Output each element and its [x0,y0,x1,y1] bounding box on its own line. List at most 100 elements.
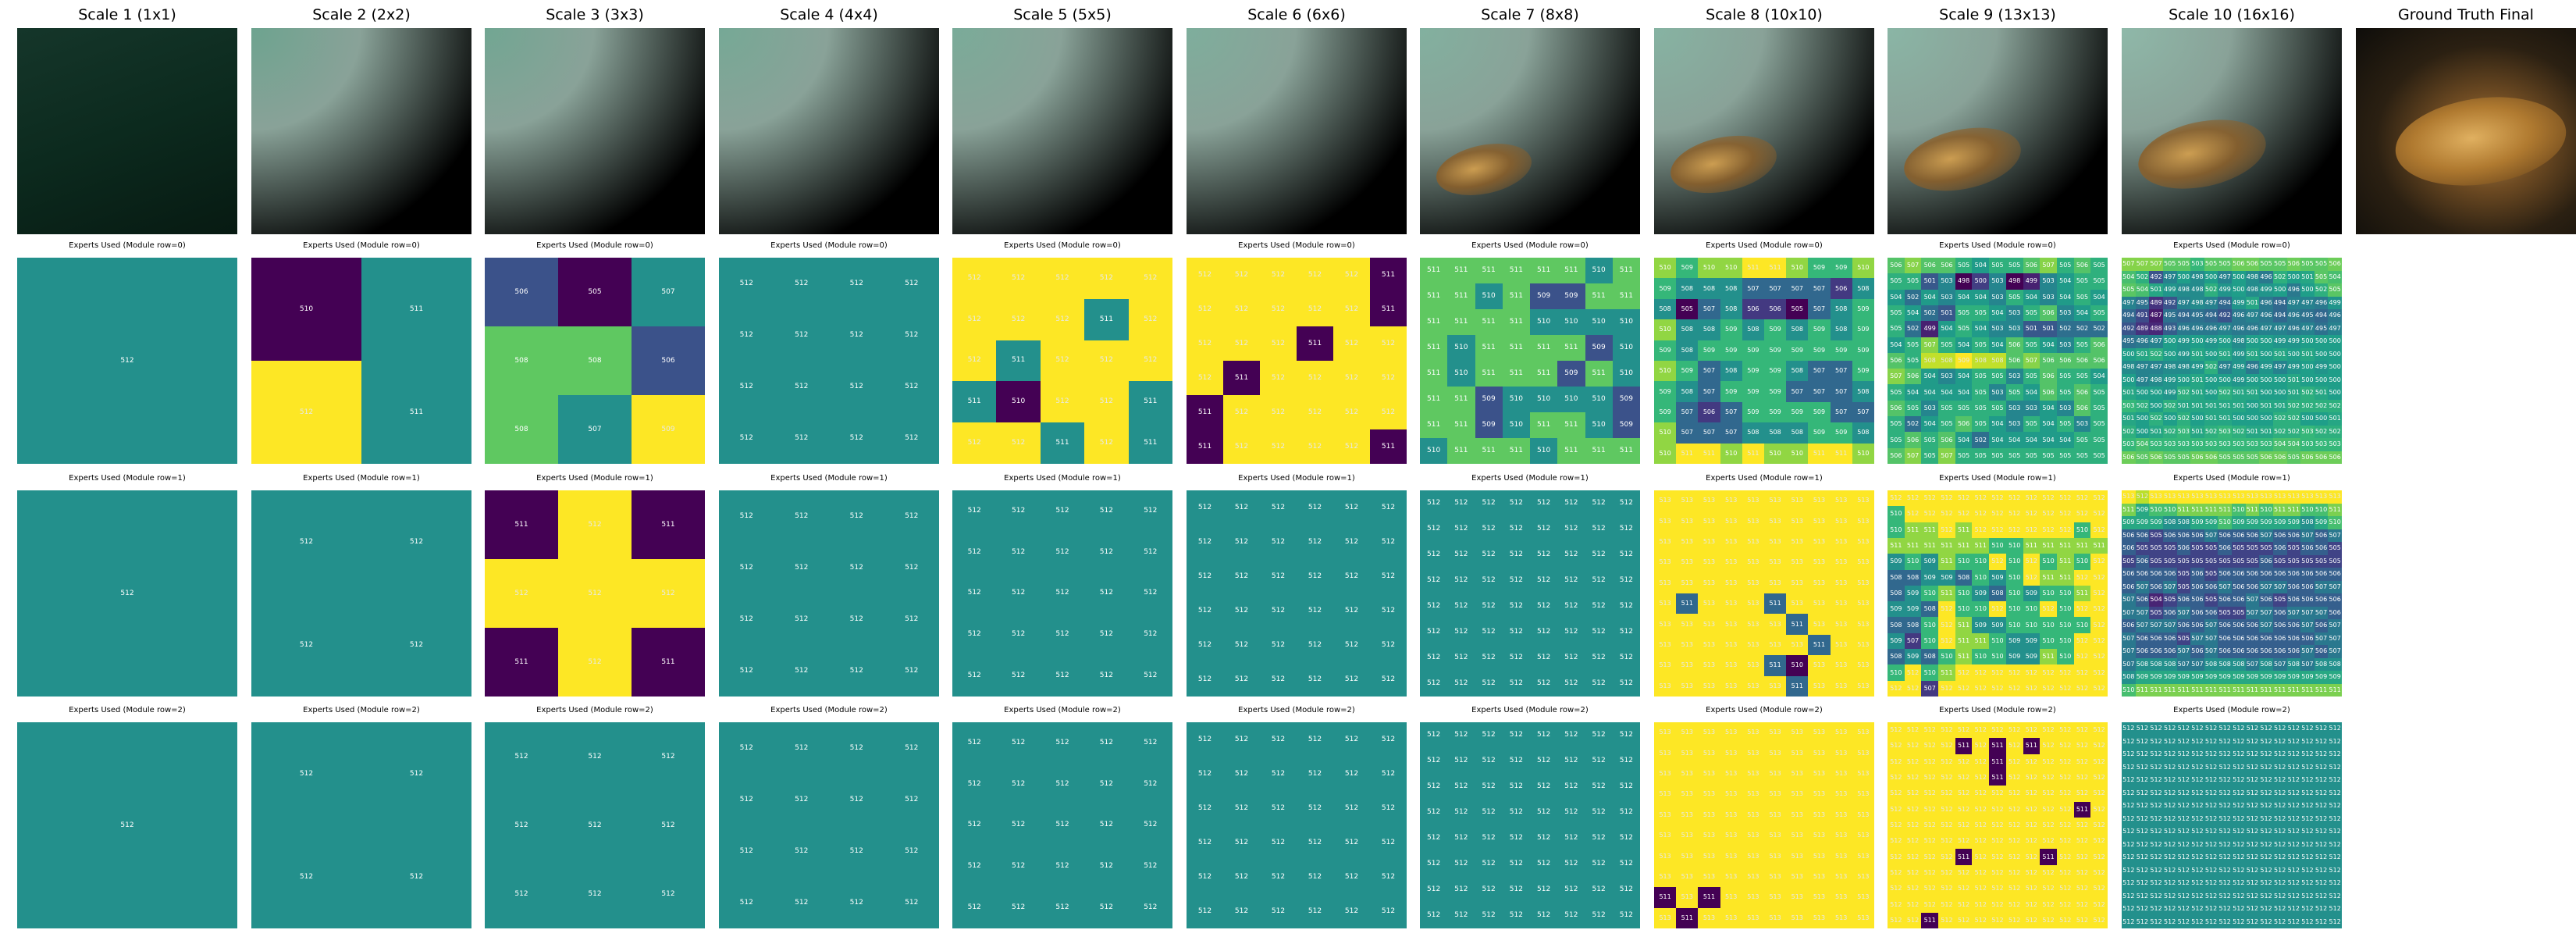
heatmap-cell: 512 [774,877,829,928]
heatmap-cell: 505 [2073,432,2091,448]
heatmap-cell: 509 [2232,516,2246,529]
heatmap-cell: 512 [1904,738,1922,754]
heatmap-cell: 505 [2090,432,2108,448]
heatmap-cell: 511 [1447,412,1475,438]
heatmap-cell: 512 [2176,825,2191,839]
heatmap-cell: 513 [1830,825,1852,846]
heatmap-cell: 512 [1223,292,1260,326]
heatmap-cell: 503 [1938,273,1955,290]
heatmap-cell: 500 [2162,412,2177,426]
heatmap-cell: 512 [1612,903,1640,928]
heatmap-cell: 502 [2162,425,2177,438]
heatmap-cell: 505 [2135,542,2150,555]
heatmap-cell: 512 [1420,748,1448,774]
heatmap-cell: 512 [1989,601,2006,618]
heatmap-cell: 512 [774,361,829,412]
heatmap-cell: 507 [2245,657,2260,671]
heatmap-cell: 512 [2073,864,2091,882]
heatmap-cell: 512 [829,309,884,361]
heatmap-cell: 513 [1830,784,1852,805]
heatmap-cell: 513 [1764,825,1787,846]
heatmap-cell: 504 [1904,384,1922,401]
heatmap-cell: 510 [2073,554,2091,570]
heatmap-cell: 501 [2122,412,2136,426]
panel-title: Experts Used (Module row=1) [1706,474,1823,483]
heatmap-cell: 512 [1447,722,1475,748]
heatmap-cell: 507 [1698,298,1720,320]
heatmap-cell: 512 [2259,877,2273,890]
heatmap-cell: 509 [1676,258,1699,279]
heatmap-cell: 505 [2286,451,2301,464]
heatmap-cell: 507 [2204,645,2218,658]
heatmap-cell: 503 [2328,438,2342,451]
heatmap-cell: 509 [1742,381,1764,402]
heatmap-cell: 504 [1888,289,1905,305]
heatmap-cell: 506 [2232,593,2246,607]
heatmap-cell: 508 [1955,569,1973,586]
heatmap-cell: 500 [2314,373,2329,387]
heatmap-cell: 498 [2245,283,2260,297]
heatmap-cell: 512 [2300,825,2314,839]
heatmap-cell: 504 [2090,289,2108,305]
heatmap-cell: 512 [2023,506,2041,522]
heatmap-cell: 512 [2135,903,2150,916]
heatmap-cell: 512 [1040,531,1085,573]
heatmap-cell: 492 [2122,322,2136,335]
heatmap-cell: 502 [2218,387,2232,400]
heatmap-cell: 505 [2176,568,2191,581]
heatmap-cell: 507 [2259,580,2273,593]
heatmap-cell: 504 [2040,400,2057,417]
heatmap-cell: 512 [1260,593,1297,628]
heatmap-cell: 505 [2073,337,2091,353]
heatmap-cell: 508 [1742,319,1764,340]
heatmap-cell: 512 [1955,912,1973,928]
heatmap-cell: 512 [1370,757,1407,791]
heatmap-cell: 513 [1676,743,1699,764]
heatmap-cell: 512 [2122,722,2136,736]
panel-title: Experts Used (Module row=2) [303,706,420,714]
heatmap-cell: 504 [2149,593,2163,607]
heatmap-cell: 513 [2232,490,2246,504]
heatmap-cell: 512 [1475,877,1503,903]
column-title: Scale 2 (2x2) [312,6,411,23]
heatmap-cell: 513 [1852,593,1874,615]
heatmap-cell: 504 [1955,384,1973,401]
heatmap-cell: 512 [558,791,632,860]
heatmap-cell: 512 [2122,812,2136,825]
heatmap-cell: 499 [2286,361,2301,374]
heatmap-cell: 512 [2122,915,2136,928]
heatmap-cell: 505 [1888,432,1905,448]
heatmap-cell: 508 [2162,516,2177,529]
heatmap-cell: 505 [2204,542,2218,555]
heatmap-cell: 512 [1420,851,1448,877]
heatmap-cell: 500 [2204,270,2218,283]
heatmap-cell: 510 [1447,361,1475,387]
heatmap-cell: 512 [251,490,361,593]
heatmap-cell: 500 [2286,270,2301,283]
heatmap-cell: 506 [2190,593,2204,607]
heatmap-cell: 505 [1676,298,1699,320]
heatmap-cell: 508 [2176,516,2191,529]
heatmap-cell: 512 [2286,748,2301,761]
heatmap-cell: 503 [1921,400,1939,417]
heatmap-cell: 501 [2328,412,2342,426]
heatmap-cell: 495 [2300,309,2314,322]
heatmap-cell: 510 [1612,361,1640,387]
heatmap-cell: 512 [1475,903,1503,928]
heatmap-cell: 512 [1040,887,1085,928]
heatmap-cell: 512 [1223,757,1260,791]
panel-title: Experts Used (Module row=2) [1471,706,1589,714]
heatmap-cell: 512 [2286,800,2301,813]
heatmap-cell: 512 [2090,738,2108,754]
heatmap-cell: 512 [2190,774,2204,787]
heatmap-cell: 505 [2300,258,2314,271]
heatmap-cell: 511 [2040,649,2057,665]
heatmap-cell: 512 [2176,786,2191,800]
heatmap-cell: 492 [2149,270,2163,283]
heatmap-cell: 512 [1557,748,1585,774]
heatmap-cell: 500 [2328,335,2342,348]
heatmap-cell: 498 [2190,270,2204,283]
heatmap-cell: 509 [1904,649,1922,665]
heatmap-cell: 512 [1888,786,1905,802]
heatmap-cell: 510 [2005,601,2023,618]
